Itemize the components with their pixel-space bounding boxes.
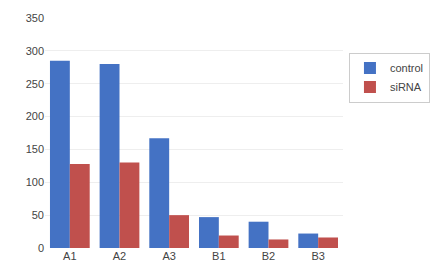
svg-text:100: 100 (26, 176, 44, 188)
svg-text:B1: B1 (212, 250, 225, 262)
svg-text:A1: A1 (63, 250, 76, 262)
svg-text:200: 200 (26, 110, 44, 122)
svg-text:150: 150 (26, 143, 44, 155)
svg-text:A2: A2 (113, 250, 126, 262)
svg-text:B3: B3 (311, 250, 324, 262)
svg-text:control: control (390, 62, 423, 74)
svg-text:0: 0 (38, 242, 44, 254)
svg-text:350: 350 (26, 12, 44, 24)
svg-text:50: 50 (32, 209, 44, 221)
svg-text:B2: B2 (262, 250, 275, 262)
svg-text:250: 250 (26, 78, 44, 90)
svg-text:A3: A3 (162, 250, 175, 262)
svg-text:300: 300 (26, 45, 44, 57)
svg-text:siRNA: siRNA (390, 81, 422, 93)
